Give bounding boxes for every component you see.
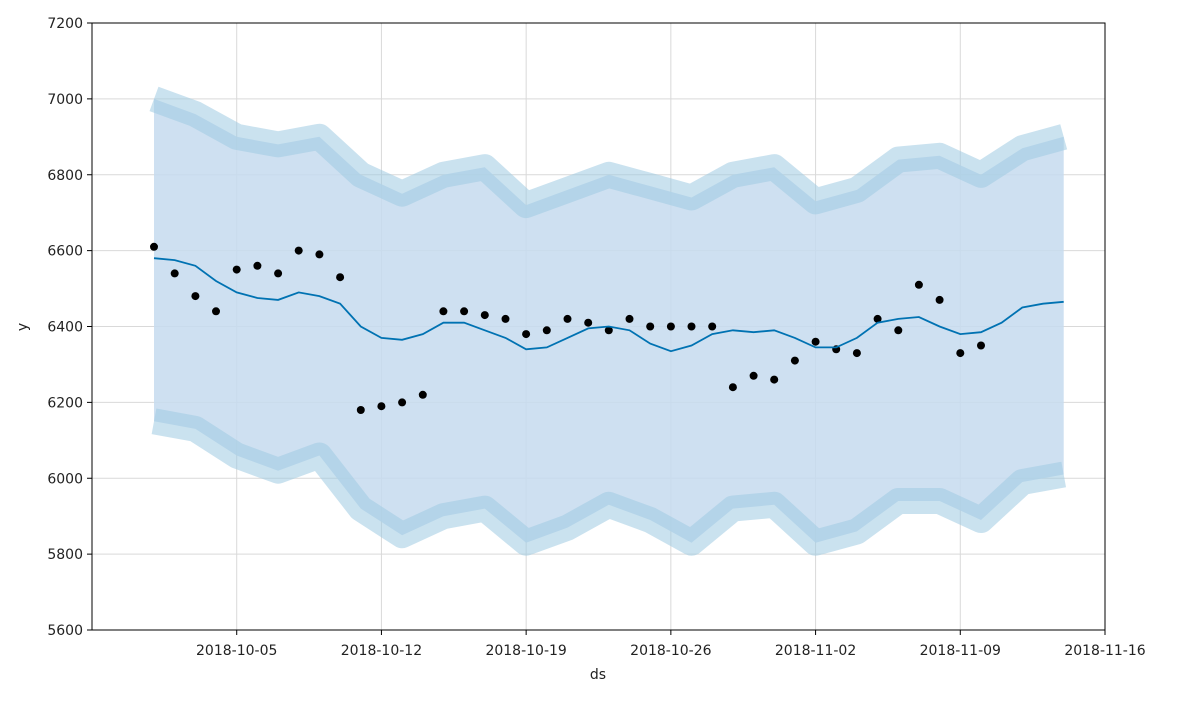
- observed-point: [646, 322, 655, 331]
- observed-point: [418, 390, 427, 399]
- observed-point: [377, 402, 386, 411]
- forecast-line: [153, 257, 1064, 353]
- upper-bound-band: [149, 86, 1068, 219]
- x-tick-label: 2018-11-09: [920, 643, 1001, 659]
- observed-point: [501, 314, 510, 323]
- observed-point: [728, 383, 737, 392]
- uncertainty-band-area: [154, 98, 1064, 543]
- observed-point: [687, 322, 696, 331]
- forecast-line-path: [153, 257, 1064, 353]
- observed-point: [584, 318, 593, 327]
- observed-point: [253, 261, 262, 270]
- y-tick-label: 7200: [47, 16, 83, 32]
- observed-point: [150, 242, 158, 251]
- observed-point: [460, 307, 469, 316]
- observed-point: [625, 314, 634, 323]
- observed-point: [790, 356, 799, 365]
- observed-point: [274, 269, 283, 278]
- observed-point: [604, 326, 613, 335]
- x-axis-label: ds: [590, 667, 606, 683]
- uncertainty-band: [149, 86, 1068, 556]
- observed-point: [811, 337, 820, 346]
- observed-point: [170, 269, 179, 278]
- lower-bound-band: [151, 408, 1067, 556]
- observed-point: [956, 349, 965, 358]
- y-tick-label: 7000: [47, 92, 83, 108]
- observed-point: [294, 246, 303, 255]
- observed-point: [935, 295, 944, 304]
- y-tick-label: 6400: [47, 320, 83, 336]
- observed-point: [398, 398, 407, 407]
- y-tick-label: 5600: [47, 623, 83, 639]
- observed-point: [852, 349, 861, 358]
- observed-point: [873, 314, 882, 323]
- observed-point: [439, 307, 448, 316]
- observed-point: [356, 406, 365, 414]
- x-tick-label: 2018-11-02: [775, 643, 856, 659]
- observed-point: [894, 326, 903, 335]
- y-tick-label: 6800: [47, 168, 83, 184]
- observed-point: [191, 292, 200, 301]
- x-tick-label: 2018-10-05: [196, 643, 277, 659]
- y-tick-label: 5800: [47, 547, 83, 563]
- observed-point: [563, 314, 572, 323]
- x-tick-label: 2018-10-26: [630, 643, 711, 659]
- y-axis-label: y: [15, 323, 31, 331]
- observed-point: [542, 326, 551, 335]
- observed-point: [914, 280, 923, 289]
- observed-point: [977, 341, 985, 350]
- observed-point: [232, 265, 241, 274]
- observed-point: [522, 330, 531, 339]
- y-axis-ticks: 5600 5800 6000 6200 6400 6600 6800 7000 7200: [47, 16, 92, 639]
- y-tick-label: 6600: [47, 244, 83, 260]
- x-tick-label: 2018-10-19: [485, 643, 566, 659]
- x-tick-label: 2018-11-16: [1064, 643, 1145, 659]
- observed-point: [749, 371, 758, 380]
- observed-point: [666, 322, 675, 331]
- x-axis-ticks: 2018-10-05 2018-10-12 2018-10-19 2018-10-26…: [196, 630, 1146, 659]
- observed-point: [212, 307, 220, 316]
- observed-points: [150, 242, 985, 414]
- observed-point: [336, 273, 345, 282]
- y-tick-label: 6000: [47, 471, 83, 487]
- observed-point: [480, 311, 489, 320]
- observed-point: [708, 322, 717, 331]
- observed-point: [770, 375, 779, 384]
- observed-point: [315, 250, 324, 259]
- y-tick-label: 6200: [47, 395, 83, 411]
- x-tick-label: 2018-10-12: [341, 643, 422, 659]
